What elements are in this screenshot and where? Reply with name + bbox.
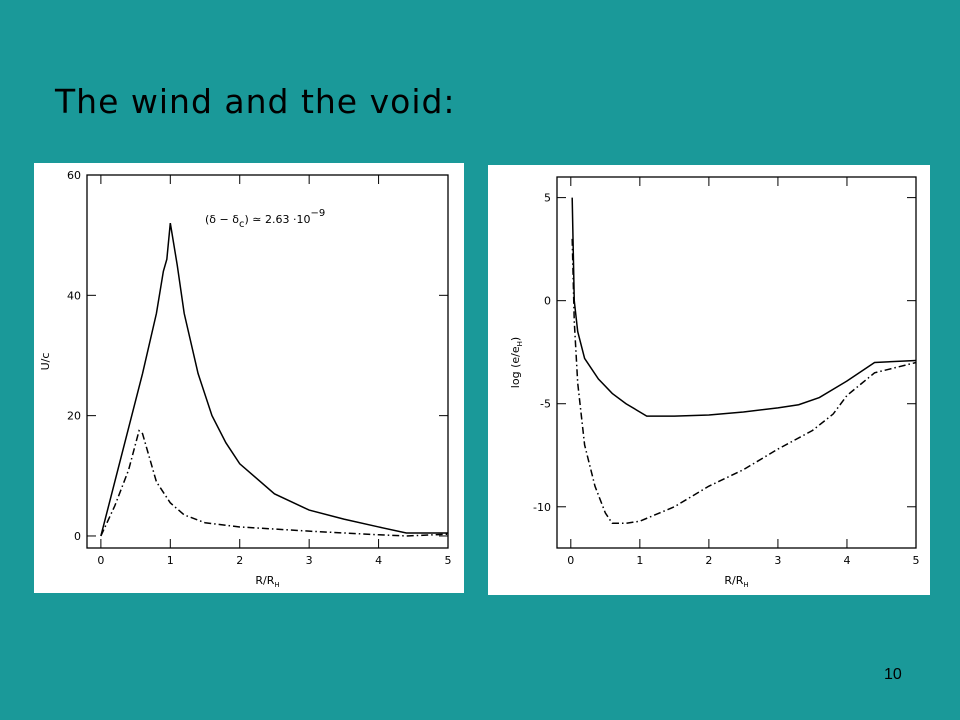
annotation-sub: c [239,219,245,230]
plot-frame [86,174,449,549]
page-number: 10 [884,666,902,683]
annotation-sup: −9 [310,208,325,219]
curve [571,197,917,417]
y-axis-label: U/c [39,353,52,371]
x-label-sub: H [743,581,748,589]
y-label-main: U/c [39,353,52,371]
x-tick-label: 1 [636,554,643,567]
annotation-rest: ) ≃ 2.63 ·10 [244,213,310,226]
x-tick-label: 3 [774,554,781,567]
annotation-text: (δ − δ [205,213,239,226]
x-tick-label: 5 [445,554,452,567]
right-panel [488,165,930,595]
y-tick-label: 20 [67,410,81,423]
x-tick-label: 2 [236,554,243,567]
left-panel [34,163,464,593]
x-tick-label: 2 [705,554,712,567]
x-tick-label: 3 [306,554,313,567]
y-label-sub: H [516,341,524,346]
x-tick-label: 0 [567,554,574,567]
y-tick-label: 5 [544,192,551,205]
curve [571,238,917,525]
annotation: (δ − δc) ≃ 2.63 ·10−9 [205,208,325,230]
curve [100,223,448,537]
x-tick-label: 1 [167,554,174,567]
y-axis-label: log (e/eH) [509,337,524,388]
y-tick-label: 0 [74,530,81,543]
x-tick-label: 4 [375,554,382,567]
y-tick-label: 60 [67,169,81,182]
x-axis-label: R/RH [724,574,748,589]
x-axis-label: R/RH [255,574,279,589]
y-tick-label: 40 [67,289,81,302]
slide-title: The wind and the void: [55,82,456,121]
x-tick-label: 5 [913,554,920,567]
curve [100,429,449,537]
x-tick-label: 0 [97,554,104,567]
y-tick-label: -5 [540,398,551,411]
y-tick-label: -10 [533,501,551,514]
y-tick-label: 0 [544,295,551,308]
y-label-end: ) [509,337,522,341]
y-label-main: log (e/e [509,346,522,388]
x-label-main: R/R [255,574,274,587]
x-tick-label: 4 [843,554,850,567]
x-label-main: R/R [724,574,743,587]
x-label-sub: H [274,581,279,589]
